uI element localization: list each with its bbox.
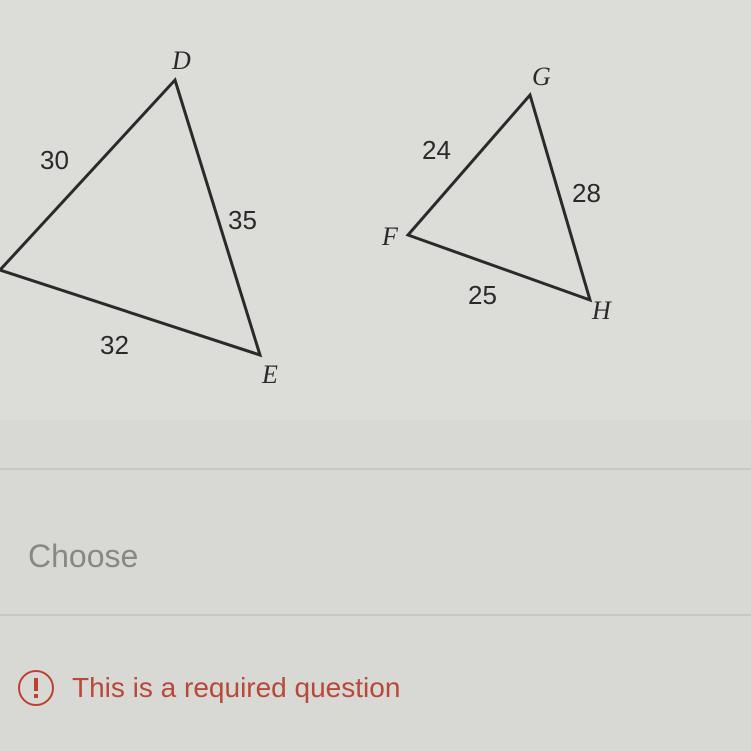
choose-dropdown[interactable]: Choose xyxy=(28,538,138,575)
side-de-label: 35 xyxy=(228,205,257,236)
geometry-diagram: D E 30 35 32 G F H 24 28 25 xyxy=(0,0,751,420)
divider-top xyxy=(0,468,751,470)
side-ce-label: 32 xyxy=(100,330,129,361)
side-gh-label: 28 xyxy=(572,178,601,209)
vertex-d-label: D xyxy=(172,46,191,76)
error-text: This is a required question xyxy=(72,672,400,704)
required-error: This is a required question xyxy=(18,670,400,706)
side-fh-label: 25 xyxy=(468,280,497,311)
divider-bottom xyxy=(0,614,751,616)
side-cd-label: 30 xyxy=(40,145,69,176)
side-fg-label: 24 xyxy=(422,135,451,166)
alert-icon xyxy=(18,670,54,706)
vertex-f-label: F xyxy=(382,222,398,252)
vertex-g-label: G xyxy=(532,62,551,92)
vertex-e-label: E xyxy=(262,360,278,390)
vertex-h-label: H xyxy=(592,296,611,326)
triangle-cde xyxy=(0,0,280,380)
